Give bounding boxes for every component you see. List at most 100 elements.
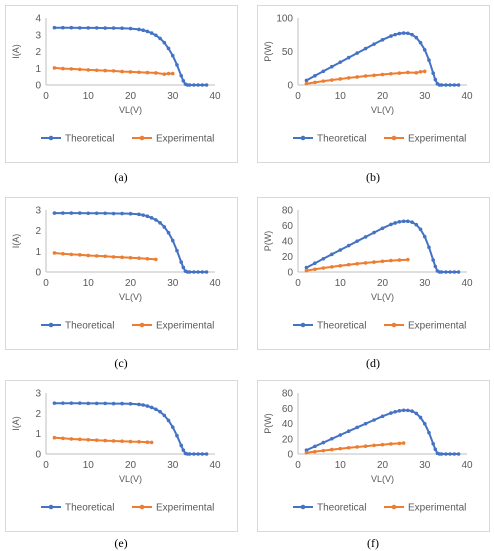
data-point-theoretical: [313, 74, 317, 78]
data-point-theoretical: [166, 418, 171, 423]
x-tick-label: 10: [335, 460, 347, 471]
data-point-theoretical: [422, 234, 427, 239]
x-tick-label: 40: [209, 278, 221, 289]
data-point-theoretical: [128, 401, 133, 406]
data-point-theoretical: [204, 452, 209, 456]
data-point-theoretical: [321, 69, 326, 74]
data-point-experimental: [94, 438, 99, 442]
caption-d: (d): [366, 356, 380, 370]
data-point-experimental: [338, 446, 343, 451]
data-point-theoretical: [187, 83, 192, 87]
legend-marker-experimental: [139, 135, 145, 141]
data-point-experimental: [397, 71, 402, 75]
data-point-theoretical: [137, 212, 141, 217]
data-point-theoretical: [154, 407, 158, 412]
data-point-theoretical: [179, 73, 183, 78]
y-tick-label: 0: [35, 81, 41, 92]
data-point-theoretical: [433, 77, 438, 82]
data-point-theoretical: [397, 219, 402, 224]
legend-marker-theoretical: [48, 135, 54, 141]
data-point-theoretical: [439, 270, 444, 274]
y-tick-label: 0: [287, 268, 293, 279]
legend-label-experimental: Experimental: [408, 503, 466, 514]
data-point-theoretical: [145, 404, 150, 408]
data-point-theoretical: [137, 402, 141, 407]
data-point-theoretical: [439, 83, 444, 87]
data-point-theoretical: [427, 245, 431, 250]
data-point-theoretical: [86, 401, 91, 406]
x-axis-title-e: VL(V): [119, 474, 142, 484]
data-point-experimental: [380, 442, 385, 447]
legend-label-theoretical: Theoretical: [65, 503, 114, 514]
data-point-experimental: [372, 260, 376, 264]
data-point-theoretical: [162, 413, 167, 418]
data-point-theoretical: [111, 26, 116, 30]
data-point-theoretical: [111, 401, 116, 406]
data-point-theoretical: [372, 230, 376, 235]
data-point-theoretical: [346, 429, 351, 434]
chart-panel-f: 0 20 40 60 80 0 10 20 30 40 VL(V) P(W) Theoretical Ex…: [257, 380, 490, 532]
y-axis-title-a: I(A): [11, 44, 21, 59]
data-point-theoretical: [448, 270, 452, 274]
data-point-experimental: [111, 439, 116, 443]
x-tick-label: 0: [295, 278, 301, 289]
data-point-theoretical: [86, 26, 91, 30]
x-tick-label: 20: [377, 460, 389, 471]
data-point-experimental: [363, 74, 368, 78]
data-point-experimental: [162, 72, 167, 76]
data-point-theoretical: [418, 415, 423, 420]
legend-label-experimental: Experimental: [408, 134, 466, 145]
data-point-theoretical: [120, 401, 124, 406]
data-point-experimental: [389, 72, 393, 76]
data-point-experimental: [69, 252, 74, 257]
data-point-experimental: [103, 68, 107, 73]
data-point-experimental: [304, 81, 309, 86]
data-point-theoretical: [448, 83, 452, 87]
data-point-theoretical: [103, 401, 107, 406]
data-point-experimental: [61, 66, 65, 71]
data-point-experimental: [346, 445, 351, 450]
legend-label-theoretical: Theoretical: [65, 134, 114, 145]
data-point-theoretical: [427, 430, 431, 435]
data-point-theoretical: [406, 31, 410, 36]
series-line-theoretical: [54, 212, 207, 273]
data-point-theoretical: [330, 436, 334, 441]
x-axis-title-b: VL(V): [371, 105, 394, 115]
legend-marker-experimental: [139, 504, 145, 510]
data-point-experimental: [52, 66, 57, 70]
series-line-experimental: [54, 436, 152, 444]
data-point-experimental: [145, 440, 150, 445]
data-point-experimental: [330, 265, 334, 269]
data-point-theoretical: [69, 401, 74, 405]
data-point-theoretical: [162, 40, 167, 45]
data-point-experimental: [397, 441, 402, 446]
data-point-experimental: [145, 256, 150, 261]
data-point-theoretical: [204, 83, 209, 87]
y-tick-label: 2: [35, 47, 41, 58]
x-tick-label: 10: [335, 91, 347, 102]
data-point-theoretical: [158, 36, 162, 41]
data-point-theoretical: [410, 409, 414, 413]
data-point-theoretical: [338, 433, 343, 437]
y-tick-label: 2: [35, 226, 41, 237]
y-axis-title-b: P(W): [263, 41, 273, 62]
data-point-theoretical: [346, 55, 351, 60]
y-tick-label: 3: [35, 30, 41, 41]
x-tick-label: 20: [125, 278, 137, 289]
y-axis-title-f: P(W): [263, 413, 273, 434]
data-point-theoretical: [181, 79, 186, 83]
legend-marker-experimental: [139, 322, 145, 328]
data-point-theoretical: [380, 414, 385, 419]
data-point-theoretical: [380, 38, 385, 42]
y-tick-label: 3: [35, 389, 41, 400]
data-point-theoretical: [111, 211, 116, 216]
data-point-experimental: [397, 258, 402, 262]
data-point-theoretical: [78, 26, 82, 30]
data-point-theoretical: [393, 32, 397, 37]
x-tick-label: 40: [461, 278, 473, 289]
data-point-experimental: [154, 257, 158, 262]
data-point-experimental: [69, 67, 74, 71]
x-tick-label: 10: [83, 460, 95, 471]
data-point-theoretical: [137, 27, 141, 32]
data-point-theoretical: [128, 211, 133, 216]
